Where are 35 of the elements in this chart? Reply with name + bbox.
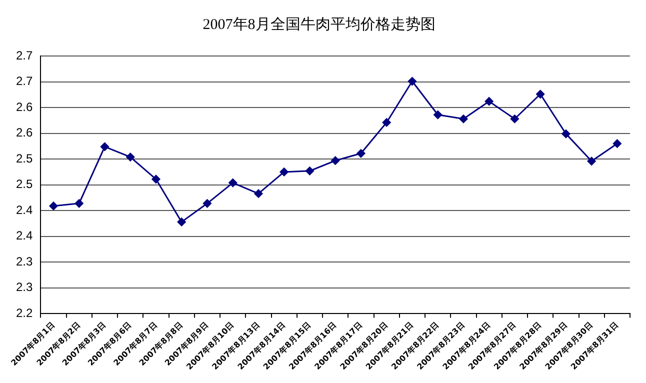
y-tick-label: 2.3 <box>16 280 33 294</box>
point <box>382 118 391 127</box>
point <box>202 199 212 208</box>
y-tick-label: 2.4 <box>16 228 33 243</box>
point <box>587 156 596 166</box>
chart-title: 2007年8月全国牛肉平均价格走势图 <box>202 16 436 33</box>
y-tick-label: 2.2 <box>16 306 33 320</box>
point <box>49 202 58 210</box>
y-tick-label: 2.5 <box>16 151 33 166</box>
y-tick-label: 2.3 <box>16 254 33 268</box>
point <box>74 199 84 208</box>
point <box>356 149 366 158</box>
point <box>612 139 622 148</box>
point <box>484 97 494 106</box>
point <box>177 218 186 226</box>
point <box>459 114 468 124</box>
point <box>228 178 238 188</box>
point <box>100 142 109 151</box>
point <box>126 152 135 162</box>
point <box>510 114 519 124</box>
point <box>408 77 416 86</box>
point <box>562 130 570 138</box>
y-tick-label: 2.7 <box>16 48 33 62</box>
y-tick-label: 2.6 <box>16 126 33 140</box>
point <box>536 90 545 98</box>
point <box>152 174 160 184</box>
y-tick-label: 2.6 <box>16 100 33 114</box>
point <box>254 189 263 198</box>
point <box>305 166 314 176</box>
point <box>434 110 442 120</box>
y-tick-label: 2.4 <box>16 202 33 217</box>
point <box>280 168 288 176</box>
y-tick-label: 2.7 <box>16 74 33 88</box>
y-tick-label: 2.5 <box>16 177 33 192</box>
point <box>331 156 340 165</box>
